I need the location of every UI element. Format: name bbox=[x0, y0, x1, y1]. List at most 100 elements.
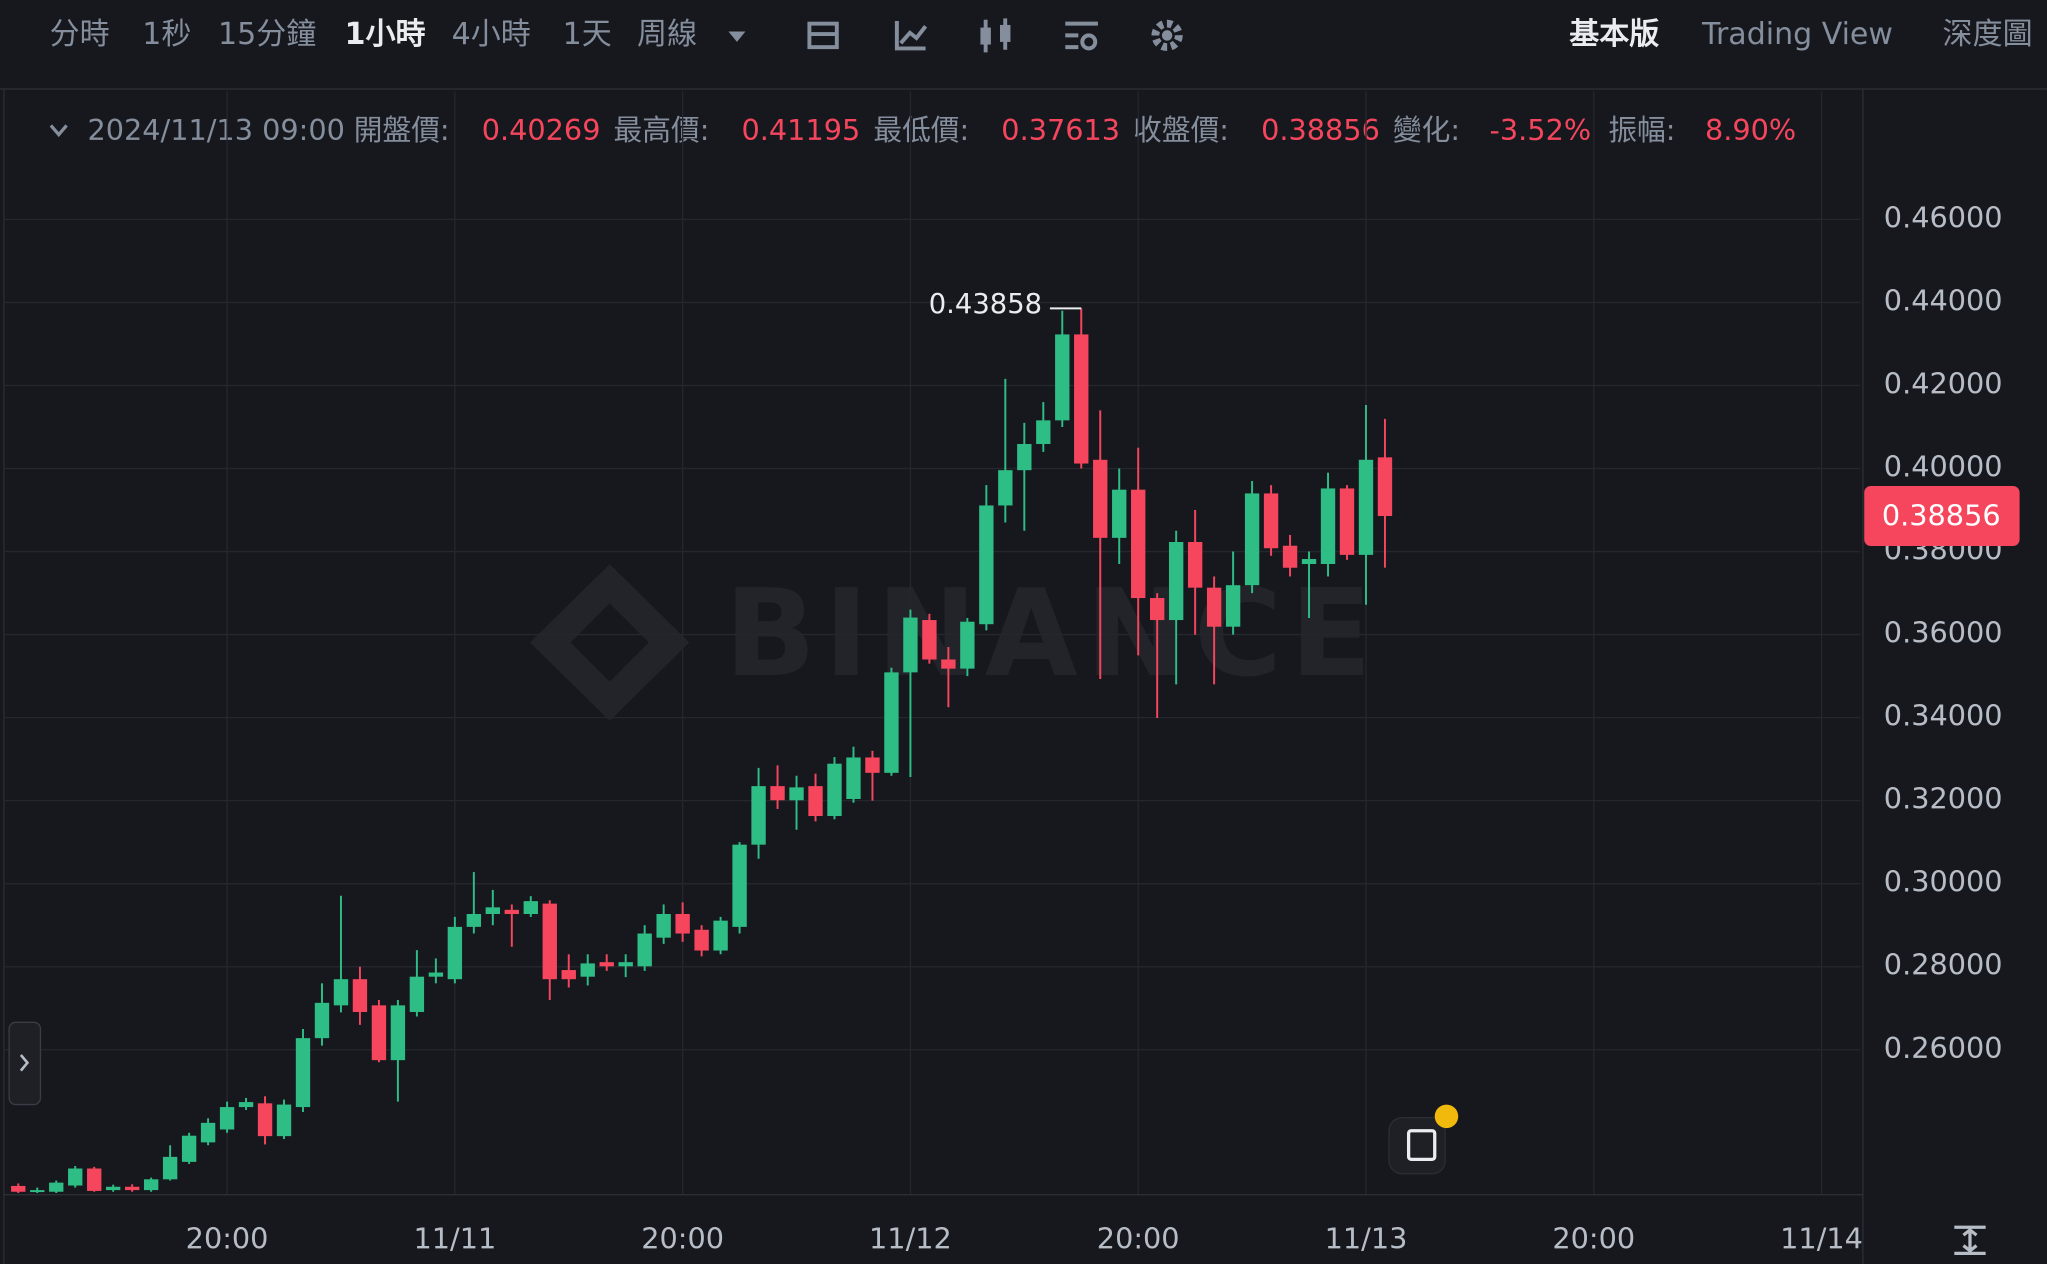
candle-body bbox=[732, 844, 747, 927]
candle-body bbox=[599, 962, 614, 967]
x-tick-label: 20:00 bbox=[641, 1221, 724, 1255]
scale-reset-icon[interactable] bbox=[1954, 1225, 1986, 1256]
expand-arrow bbox=[19, 1054, 30, 1072]
view-switch: 基本版 Trading View 深度圖 bbox=[1569, 17, 2032, 52]
candle-body bbox=[447, 926, 463, 980]
news-dot bbox=[1434, 1104, 1459, 1129]
candle-body bbox=[1358, 459, 1374, 555]
candle-body bbox=[1055, 334, 1070, 421]
candle-body bbox=[1339, 488, 1355, 555]
candle-body bbox=[751, 786, 766, 845]
y-tick-label: 0.46000 bbox=[1884, 200, 2003, 234]
x-tick-label: 20:00 bbox=[1552, 1221, 1635, 1255]
candle-body bbox=[68, 1168, 83, 1186]
candle-body bbox=[675, 914, 690, 934]
candle-body bbox=[409, 976, 425, 1012]
interval-tab[interactable]: 15分鐘 bbox=[218, 17, 316, 52]
info-value: 0.38856 bbox=[1261, 113, 1380, 147]
candle-body bbox=[219, 1107, 235, 1130]
x-tick-label: 11/12 bbox=[869, 1221, 952, 1255]
candle-body bbox=[1093, 459, 1108, 538]
candle-body bbox=[276, 1104, 292, 1137]
candle-body bbox=[1301, 559, 1317, 565]
candle-body bbox=[1263, 493, 1279, 549]
last-price-label: 0.38856 bbox=[1882, 498, 2001, 532]
candle-body bbox=[295, 1038, 311, 1108]
plot: BINANCE0.260000.280000.300000.320000.340… bbox=[3, 91, 2003, 1255]
watermark-logo bbox=[530, 564, 690, 721]
candle-style-icon[interactable] bbox=[980, 18, 1011, 53]
candle-body bbox=[428, 972, 444, 977]
view-tab[interactable]: 深度圖 bbox=[1943, 17, 2033, 52]
interval-tab[interactable]: 1天 bbox=[563, 17, 612, 52]
candle-body bbox=[1131, 489, 1146, 599]
candle-body bbox=[1017, 444, 1032, 471]
candle-body bbox=[713, 920, 728, 951]
info-label: 振幅: bbox=[1608, 113, 1675, 147]
info-value: -3.52% bbox=[1490, 113, 1592, 147]
x-tick-label: 11/14 bbox=[1780, 1221, 1863, 1255]
candle-body bbox=[656, 914, 671, 938]
news-button[interactable] bbox=[1388, 1116, 1446, 1175]
candle-body bbox=[884, 672, 899, 773]
y-tick-label: 0.30000 bbox=[1884, 865, 2003, 899]
candle-body bbox=[504, 909, 519, 915]
layout-icon[interactable] bbox=[1065, 21, 1098, 51]
y-tick-label: 0.44000 bbox=[1884, 283, 2003, 317]
candle-body bbox=[333, 979, 349, 1006]
candle-body bbox=[637, 933, 652, 967]
info-label: 變化: bbox=[1393, 113, 1460, 147]
candle-body bbox=[124, 1186, 140, 1191]
candle-body bbox=[1225, 585, 1241, 627]
interval-tab[interactable]: 4小時 bbox=[452, 17, 531, 52]
candle-body bbox=[30, 1190, 45, 1193]
calendar-icon[interactable] bbox=[807, 21, 839, 50]
expand-tab[interactable] bbox=[8, 1021, 42, 1106]
x-tick-label: 20:00 bbox=[1097, 1221, 1180, 1255]
toolbar: 分時 1秒 15分鐘 1小時 4小時 1天 周線 bbox=[50, 17, 698, 52]
interval-tab[interactable]: 1秒 bbox=[142, 17, 191, 52]
info-label: 開盤價: bbox=[354, 113, 450, 147]
candle-body bbox=[1206, 587, 1222, 627]
candle-body bbox=[106, 1186, 121, 1191]
y-tick-label: 0.42000 bbox=[1884, 366, 2003, 400]
candle-body bbox=[49, 1182, 64, 1192]
interval-tab[interactable]: 分時 bbox=[50, 17, 110, 52]
settings-icon[interactable] bbox=[1151, 19, 1183, 52]
dropdown-arrow[interactable] bbox=[728, 31, 746, 42]
interval-tab[interactable]: 周線 bbox=[637, 17, 697, 52]
candle-body bbox=[314, 1002, 330, 1039]
candle-body bbox=[770, 786, 785, 801]
candle-body bbox=[1377, 457, 1393, 517]
candle-body bbox=[542, 903, 557, 980]
candle-body bbox=[561, 970, 576, 980]
candle-body bbox=[1282, 545, 1298, 568]
news-icon bbox=[1406, 1129, 1437, 1162]
candle-body bbox=[998, 470, 1013, 506]
y-tick-label: 0.26000 bbox=[1884, 1031, 2003, 1065]
view-tab[interactable]: 基本版 bbox=[1569, 17, 1659, 52]
candle-body bbox=[485, 907, 501, 915]
candle-body bbox=[371, 1005, 387, 1061]
view-tab[interactable]: Trading View bbox=[1701, 17, 1893, 52]
candle-body bbox=[903, 617, 918, 673]
candle-body bbox=[1074, 334, 1089, 464]
info-label: 最高價: bbox=[614, 113, 710, 147]
interval-tab[interactable]: 1小時 bbox=[345, 17, 426, 52]
x-tick-label: 11/13 bbox=[1325, 1221, 1408, 1255]
candle-body bbox=[1320, 488, 1336, 565]
candle-body bbox=[238, 1102, 254, 1108]
candle-body bbox=[960, 621, 975, 669]
candle-body bbox=[87, 1168, 102, 1191]
info-value: 8.90% bbox=[1705, 113, 1796, 147]
candle-body bbox=[922, 620, 937, 660]
y-tick-label: 0.28000 bbox=[1884, 948, 2003, 982]
collapse-chevron[interactable] bbox=[49, 124, 68, 138]
candle-body bbox=[523, 901, 538, 915]
y-tick-label: 0.32000 bbox=[1884, 782, 2003, 816]
indicator-icon[interactable] bbox=[894, 21, 928, 51]
candle-body bbox=[1187, 542, 1203, 588]
info-value: 0.37613 bbox=[1001, 113, 1120, 147]
